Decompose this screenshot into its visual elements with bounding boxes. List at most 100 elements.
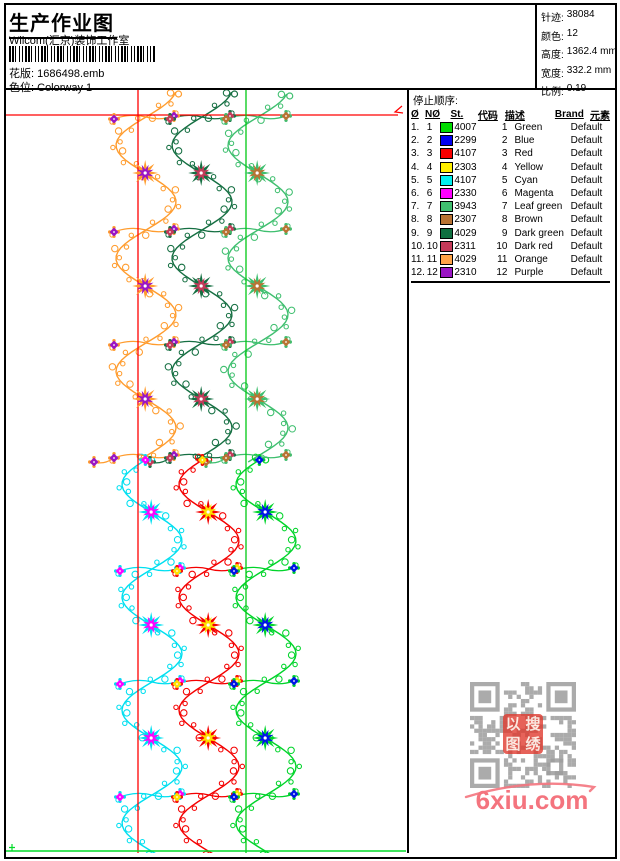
vine-leaf bbox=[231, 758, 237, 765]
vine-leaf bbox=[275, 675, 283, 683]
qr-module bbox=[567, 754, 572, 759]
vine-leaf bbox=[230, 651, 239, 659]
vine-leaf bbox=[286, 767, 295, 775]
vine-leaf bbox=[183, 837, 190, 844]
color-swatch bbox=[439, 148, 453, 160]
vine-leaf bbox=[181, 645, 187, 652]
qr-module bbox=[482, 728, 487, 733]
vine-leaf bbox=[264, 440, 273, 449]
row-swatch-cell bbox=[439, 253, 455, 265]
stamp-character: 搜 bbox=[525, 715, 541, 733]
header-element: 元素 bbox=[590, 110, 611, 122]
vine-leaf bbox=[118, 586, 124, 593]
vine-leaf bbox=[237, 234, 244, 241]
vine-leaf bbox=[228, 642, 235, 649]
row-seq: 7. bbox=[411, 201, 420, 213]
row-description: Dark green bbox=[514, 227, 564, 239]
flower-center bbox=[285, 228, 287, 230]
row-brand: Default bbox=[570, 240, 603, 252]
qr-module bbox=[508, 711, 513, 716]
vine-leaf bbox=[266, 408, 275, 417]
row-thread-st: 2330 bbox=[454, 188, 477, 200]
vine-leaf bbox=[182, 276, 188, 283]
flower-center bbox=[149, 736, 153, 740]
vine-leaf bbox=[239, 488, 246, 495]
vine-leaf bbox=[239, 700, 245, 707]
stat-label: 比例: bbox=[541, 87, 564, 98]
vine-leaf bbox=[225, 265, 231, 271]
vine-leaf bbox=[247, 467, 253, 473]
design-canvas bbox=[6, 90, 406, 853]
vine-leaf bbox=[164, 302, 171, 309]
flower-center bbox=[206, 736, 210, 740]
qr-module bbox=[563, 741, 568, 746]
row-brand: Default bbox=[570, 148, 603, 160]
row-code: 8 bbox=[501, 214, 508, 226]
flower-center bbox=[225, 118, 227, 120]
qr-module bbox=[567, 758, 572, 763]
qr-module bbox=[491, 720, 496, 725]
color-row: 7. 7 3943 7 Leaf green Default bbox=[411, 200, 610, 213]
vine-leaf bbox=[166, 90, 175, 97]
vine-leaf bbox=[277, 90, 286, 99]
qr-module bbox=[512, 758, 517, 763]
vine-leaf bbox=[230, 704, 236, 711]
qr-module bbox=[559, 754, 564, 759]
vine-leaf bbox=[173, 139, 179, 145]
vine-leaf bbox=[280, 420, 287, 427]
vine-leaf bbox=[126, 276, 132, 283]
vine-end-curl bbox=[230, 90, 239, 98]
stat-label: 高度: bbox=[541, 50, 564, 61]
vine-leaf bbox=[174, 758, 180, 765]
vine-leaf bbox=[238, 825, 247, 833]
vine-leaf bbox=[171, 186, 180, 194]
flower-center bbox=[263, 736, 267, 740]
vine-leaf bbox=[266, 337, 272, 344]
swoosh-path bbox=[464, 782, 597, 799]
flower-center bbox=[199, 284, 203, 288]
vine-leaf bbox=[281, 314, 288, 320]
vine-leaf bbox=[116, 704, 122, 711]
vine-leaf bbox=[196, 838, 203, 845]
vine-leaf bbox=[122, 478, 131, 486]
design-preview bbox=[6, 90, 406, 853]
row-seq: 1. bbox=[411, 122, 420, 134]
qr-module bbox=[478, 720, 483, 725]
vine-leaf bbox=[244, 350, 252, 358]
vine-leaf bbox=[161, 746, 167, 753]
flower-center bbox=[229, 454, 231, 456]
vine-leaf bbox=[172, 254, 179, 261]
vine-leaf bbox=[225, 629, 233, 637]
vine-leaf bbox=[225, 439, 231, 445]
vine-leaf bbox=[268, 559, 274, 565]
qr-module bbox=[525, 779, 530, 784]
qr-module bbox=[470, 715, 475, 721]
vine-stem-green bbox=[235, 457, 297, 853]
pattern-file-line: 花版: 1686498.emb bbox=[9, 65, 104, 81]
stat-label: 颜色: bbox=[541, 31, 564, 43]
vine-leaf bbox=[287, 651, 296, 659]
vine-leaf bbox=[216, 321, 225, 330]
qr-module bbox=[478, 715, 483, 721]
row-description: Orange bbox=[514, 253, 548, 265]
vine-leaf bbox=[155, 438, 164, 447]
row-number: 7 bbox=[426, 201, 433, 213]
qr-module bbox=[563, 715, 568, 721]
row-seq: 9. bbox=[411, 227, 420, 239]
color-row: 6. 6 2330 6 Magenta Default bbox=[411, 187, 610, 200]
qr-finder-eye bbox=[478, 766, 492, 780]
flower-center bbox=[263, 623, 267, 627]
vine-leaf bbox=[167, 262, 174, 269]
qr-module bbox=[542, 724, 547, 729]
vine-leaf bbox=[222, 408, 228, 414]
row-thread-st: 2310 bbox=[454, 267, 477, 279]
vine-leaf bbox=[175, 586, 181, 593]
vine-leaf bbox=[185, 584, 192, 590]
vine-leaf bbox=[152, 406, 160, 415]
vine-leaf bbox=[232, 148, 240, 157]
vine-leaf bbox=[257, 116, 265, 124]
flower-center bbox=[169, 231, 171, 233]
color-table-header: Ø NØ St. 代码 描述 Brand 元素 bbox=[411, 107, 611, 122]
vine-end-curl bbox=[174, 90, 183, 98]
